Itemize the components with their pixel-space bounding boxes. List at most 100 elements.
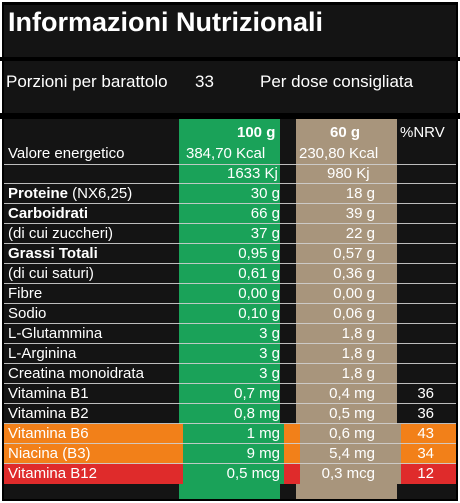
nutrient-label-text: (di cui saturi)	[8, 265, 94, 282]
servings-row: Porzioni per barattolo 33 Per dose consi…	[4, 61, 456, 113]
servings-label: Porzioni per barattolo	[6, 72, 168, 91]
value-60g: 0,57 g	[333, 245, 375, 262]
nutrient-label: Vitamina B1	[8, 384, 89, 404]
nutrient-label-text: Fibre	[8, 285, 43, 302]
nutrient-row: (di cui saturi) 0,61 g 0,36 g	[4, 264, 456, 284]
value-60g: 0,3 mcg	[300, 464, 401, 484]
row-divider	[4, 203, 456, 204]
nutrient-row: Fibre 0,00 g 0,00 g	[4, 284, 456, 304]
nutrient-label: L-Arginina	[8, 344, 76, 364]
value-60g: 1,8 g	[341, 325, 375, 342]
nutrient-row: Proteine (NX6,25) 30 g 18 g	[4, 184, 456, 204]
value-nrv: 36	[417, 405, 434, 422]
value-nrv: 43	[417, 425, 434, 442]
value-100g: 3 g	[259, 365, 280, 382]
nutrient-row: Niacina (B3) 9 mg 5,4 mg 34	[4, 444, 456, 464]
value-60g: 1,8 g	[341, 345, 375, 362]
value-100g: 3 g	[259, 325, 280, 342]
value-60g: 22 g	[345, 225, 375, 242]
nutrient-label-text: Sodio	[8, 305, 47, 322]
header-100g: 100 g	[237, 124, 276, 141]
value-60g: 0,06 g	[333, 305, 375, 322]
nutrient-label-text: Vitamina B12	[8, 465, 97, 482]
nutrient-label-text: Creatina monoidrata	[8, 365, 144, 382]
row-divider	[4, 283, 456, 284]
nutrient-label: Fibre	[8, 284, 42, 304]
row-divider	[4, 403, 456, 404]
row-divider	[4, 343, 456, 344]
value-100g: 37 g	[250, 225, 280, 242]
value-60g: 0,6 mg	[300, 424, 401, 444]
value-100g: 0,10 g	[238, 305, 280, 322]
nutrient-label-text: L-Glutammina	[8, 325, 103, 342]
energy-kcal-60g: 230,80 Kcal	[299, 145, 379, 162]
nutrient-label-bold: Grassi Totali	[8, 245, 98, 262]
row-divider	[4, 263, 456, 264]
value-100g: 1 mg	[183, 424, 284, 444]
row-divider	[4, 383, 456, 384]
nutrient-label-bold: Proteine	[8, 185, 69, 202]
energy-kj-60g: 980 Kj	[327, 165, 370, 182]
nutrient-label: Proteine (NX6,25)	[8, 184, 132, 204]
nutrient-label-text: Niacina (B3)	[8, 445, 91, 462]
divider	[0, 113, 460, 119]
row-divider	[4, 303, 456, 304]
nutrient-label-text: (di cui zuccheri)	[8, 225, 114, 242]
nutrient-label-bold: Carboidrati	[8, 205, 89, 222]
nutrient-row: Carboidrati 66 g 39 g	[4, 204, 456, 224]
nutrient-label-text: L-Arginina	[8, 345, 77, 362]
nutrient-label: Creatina monoidrata	[8, 364, 144, 384]
nutrient-label-text: Vitamina B2	[8, 405, 89, 422]
nutrient-row: (di cui zuccheri) 37 g 22 g	[4, 224, 456, 244]
value-60g: 0,4 mg	[329, 385, 375, 402]
value-60g: 18 g	[345, 185, 375, 202]
page-title: Informazioni Nutrizionali	[4, 5, 456, 57]
row-divider	[4, 223, 456, 224]
header-nrv: %NRV	[400, 124, 445, 141]
nutrient-label: Vitamina B2	[8, 404, 89, 424]
value-100g: 9 mg	[183, 444, 284, 464]
nutrient-label: Sodio	[8, 304, 46, 324]
value-60g: 39 g	[345, 205, 375, 222]
row-divider	[4, 363, 456, 364]
nutrient-row: L-Arginina 3 g 1,8 g	[4, 344, 456, 364]
nutrient-row: Grassi Totali 0,95 g 0,57 g	[4, 244, 456, 264]
nutrient-label: Vitamina B12	[8, 464, 97, 484]
energy-kcal-100g: 384,70 Kcal	[186, 145, 266, 162]
nutrient-label: Vitamina B6	[8, 424, 89, 444]
value-100g: 0,5 mcg	[183, 464, 284, 484]
nutrient-label: (di cui saturi)	[8, 264, 94, 284]
nutrient-row: Vitamina B1 0,7 mg 0,4 mg 36	[4, 384, 456, 404]
value-60g: 0,00 g	[333, 285, 375, 302]
value-100g: 0,00 g	[238, 285, 280, 302]
nutrient-label: (di cui zuccheri)	[8, 224, 113, 244]
value-nrv: 12	[417, 465, 434, 482]
nutrient-row: Sodio 0,10 g 0,06 g	[4, 304, 456, 324]
row-divider	[4, 164, 456, 165]
value-nrv: 36	[417, 385, 434, 402]
value-100g: 0,7 mg	[234, 385, 280, 402]
value-60g: 1,8 g	[341, 365, 375, 382]
nutrient-label: L-Glutammina	[8, 324, 102, 344]
value-100g: 0,8 mg	[234, 405, 280, 422]
row-divider	[4, 443, 456, 444]
row-divider	[4, 323, 456, 324]
nutrient-row: Creatina monoidrata 3 g 1,8 g	[4, 364, 456, 384]
nutrient-row: Vitamina B12 0,5 mcg 0,3 mcg 12	[4, 464, 456, 484]
nutrient-row: Vitamina B6 1 mg 0,6 mg 43	[4, 424, 456, 444]
value-60g: 5,4 mg	[300, 444, 401, 464]
energy-kj-100g: 1633 Kj	[227, 165, 278, 182]
nutrient-label: Niacina (B3)	[8, 444, 91, 464]
divider	[0, 57, 460, 61]
nutrient-label: Carboidrati	[8, 204, 88, 224]
value-60g: 0,36 g	[333, 265, 375, 282]
row-divider	[4, 243, 456, 244]
nutrient-label-text: (NX6,25)	[68, 185, 133, 202]
nutrient-row: L-Glutammina 3 g 1,8 g	[4, 324, 456, 344]
nutrient-label-text: Vitamina B6	[8, 425, 89, 442]
energy-label: Valore energetico	[8, 145, 125, 162]
value-100g: 66 g	[250, 205, 280, 222]
row-divider	[4, 423, 456, 424]
row-divider	[4, 183, 456, 184]
row-divider	[4, 463, 456, 464]
